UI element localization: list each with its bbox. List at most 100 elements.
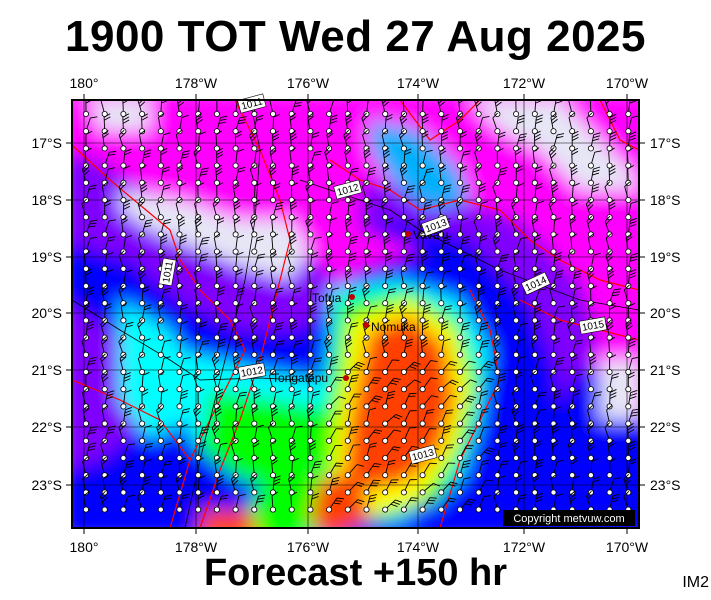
- wind-barb: [251, 286, 263, 307]
- wind-barb: [288, 457, 299, 479]
- wind-barb: [548, 198, 557, 221]
- wind-barb: [550, 422, 559, 444]
- wind-barb: [137, 353, 146, 375]
- wind-barb: [419, 250, 429, 272]
- wind-barb: [344, 393, 362, 410]
- wind-barb: [156, 319, 164, 341]
- wind-barb: [251, 457, 260, 479]
- lon-tick-label: 178°W: [175, 75, 218, 91]
- wind-barb: [249, 129, 258, 152]
- wind-barb: [513, 460, 528, 479]
- wind-barb: [419, 303, 432, 324]
- wind-barb: [400, 410, 417, 427]
- wind-barb: [474, 250, 482, 272]
- wind-barb: [550, 320, 562, 341]
- wind-barb: [119, 473, 127, 496]
- wind-barb: [492, 181, 501, 203]
- wind-barb: [83, 442, 97, 461]
- wind-barb: [531, 319, 541, 341]
- place-tongatapu[interactable]: Tongatapu: [272, 371, 349, 385]
- wind-barb: [530, 370, 538, 393]
- wind-barb: [120, 389, 132, 410]
- wind-barb: [606, 113, 617, 135]
- wind-barb: [156, 198, 164, 221]
- wind-barb: [455, 198, 463, 221]
- wind-barb: [306, 405, 315, 427]
- wind-barb: [101, 370, 109, 393]
- wind-barb: [474, 164, 482, 186]
- wind-barb: [175, 473, 183, 496]
- lon-tick-label: 180°: [70, 539, 99, 555]
- wind-barb: [531, 422, 541, 444]
- wind-barb: [362, 284, 370, 307]
- wind-barb: [157, 339, 172, 358]
- wind-barbs: [81, 100, 639, 513]
- wind-barb: [269, 130, 280, 152]
- wind-barb: [100, 491, 108, 513]
- wind-barb: [120, 216, 128, 238]
- wind-barb: [344, 147, 352, 169]
- wind-barb: [587, 150, 602, 169]
- wind-barb: [269, 439, 277, 461]
- lat-tick-label: 20°S: [31, 305, 62, 321]
- wind-barb: [363, 442, 377, 461]
- wind-barb: [362, 336, 370, 358]
- wind-barb: [344, 322, 359, 341]
- wind-barb: [157, 218, 172, 238]
- place-markers: Vava'u Tofua Nomuka Tongatapu: [272, 228, 448, 385]
- wind-barb: [213, 302, 222, 324]
- lon-tick-label: 174°W: [397, 75, 440, 91]
- wind-barb: [530, 336, 538, 358]
- wind-barb: [101, 113, 111, 135]
- wind-barb: [269, 182, 281, 203]
- wind-barb: [176, 216, 186, 238]
- wind-barb: [531, 114, 544, 135]
- wind-barb: [569, 130, 579, 152]
- wind-barb: [531, 302, 542, 324]
- wind-barb: [438, 252, 451, 272]
- wind-barb: [625, 201, 638, 221]
- wind-barb: [195, 302, 202, 324]
- place-nomuka[interactable]: Nomuka: [363, 320, 416, 334]
- wind-barb: [83, 250, 91, 272]
- lon-tick-label: 180°: [70, 75, 99, 91]
- wind-barb: [587, 458, 599, 479]
- wind-barb: [438, 164, 447, 186]
- wind-barb: [475, 268, 487, 289]
- wind-barb: [344, 302, 355, 324]
- wind-barb: [382, 269, 394, 289]
- wind-barb: [380, 198, 389, 221]
- isobar-label: 1012: [237, 362, 267, 381]
- wind-barb: [344, 336, 353, 358]
- wind-barb: [344, 235, 358, 255]
- wind-barb: [232, 353, 241, 375]
- wind-barb: [120, 302, 128, 324]
- svg-text:Copyright metvuw.com: Copyright metvuw.com: [513, 513, 624, 525]
- wind-barb: [513, 114, 525, 135]
- wind-barb: [606, 267, 615, 289]
- wind-barb: [456, 498, 477, 513]
- wind-barb: [623, 284, 632, 307]
- place-label-tongatapu: Tongatapu: [272, 371, 328, 385]
- wind-barb: [139, 130, 146, 152]
- wind-barb: [438, 379, 459, 393]
- wind-barb: [531, 100, 543, 118]
- wind-barb: [493, 387, 501, 410]
- isobar-label: 1012: [333, 179, 363, 200]
- wind-barb: [587, 166, 601, 186]
- place-vavau[interactable]: Vava'u: [405, 228, 448, 242]
- wind-barb: [625, 390, 638, 410]
- wind-barb: [325, 250, 334, 272]
- wind-barb: [176, 373, 190, 393]
- wind-barb: [251, 269, 264, 289]
- wind-barb: [475, 200, 489, 221]
- wind-barb: [176, 284, 184, 307]
- wind-barb: [399, 112, 408, 135]
- wind-barb: [83, 356, 97, 375]
- place-tofua[interactable]: Tofua: [312, 291, 355, 305]
- wind-barb: [438, 320, 449, 341]
- wind-barb: [419, 271, 435, 289]
- wind-barb: [438, 114, 449, 135]
- wind-barb: [456, 130, 467, 152]
- wind-barb: [195, 167, 209, 186]
